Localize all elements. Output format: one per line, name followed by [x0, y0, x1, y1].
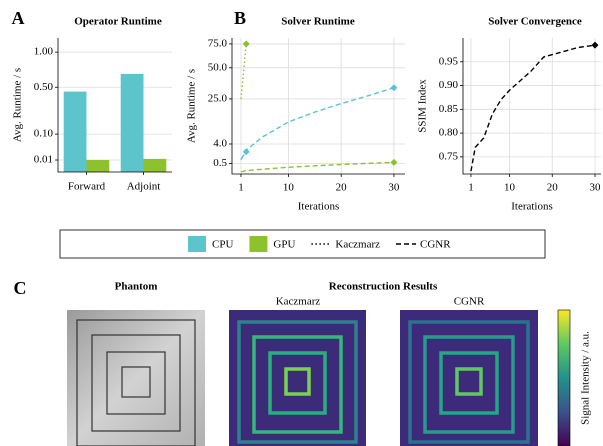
x-tick-label: 30: [590, 182, 602, 194]
x-tick-label: 10: [283, 182, 295, 194]
legend-label: CGNR: [420, 239, 451, 251]
x-tick-label: 20: [547, 182, 559, 194]
panel-letter: C: [14, 278, 27, 298]
y-tick-label: 0.80: [439, 127, 459, 139]
x-tick-label: 1: [238, 182, 244, 194]
y-tick-label: 0.5: [213, 157, 227, 169]
y-tick-label: 0.90: [439, 79, 459, 91]
y-tick-label: 1.00: [34, 46, 54, 58]
legend-box: [59, 229, 546, 259]
x-tick-label: 1: [468, 182, 474, 194]
series-line: [470, 44, 596, 172]
y-tick-label: 0.85: [439, 103, 459, 115]
cgnr-image: [400, 310, 538, 446]
series-line: [240, 43, 247, 99]
y-tick-label: 0.50: [34, 81, 54, 93]
cgnr-title: CGNR: [454, 296, 485, 308]
axis-frame: [231, 38, 405, 175]
y-axis-label: Avg. Runtime / s: [12, 68, 24, 142]
y-tick-label: 0.01: [34, 154, 53, 166]
y-tick-label: 75.0: [208, 37, 228, 49]
bar: [86, 160, 110, 172]
y-tick-label: 25.0: [208, 92, 228, 104]
phantom-title: Phantom: [115, 281, 158, 293]
axis-frame: [57, 38, 172, 173]
y-tick-label: 4.0: [213, 137, 227, 149]
y-tick-label: 0.95: [439, 55, 459, 67]
end-marker: [242, 40, 250, 48]
y-axis-label: SSIM Index: [417, 79, 429, 133]
x-tick-label: 10: [504, 182, 516, 194]
legend-label: Kaczmarz: [335, 239, 380, 251]
x-tick-label: Adjoint: [127, 181, 161, 193]
axis-frame: [462, 38, 601, 175]
panel-letter: B: [234, 8, 246, 28]
panel-letter: A: [12, 8, 25, 28]
colorbar: [557, 309, 571, 446]
series-line: [240, 161, 394, 173]
series-line: [240, 87, 395, 161]
x-axis-label: Iterations: [511, 201, 553, 213]
chart-title: Operator Runtime: [74, 16, 162, 28]
end-marker: [591, 41, 599, 49]
kaczmarz-title: Kaczmarz: [276, 296, 321, 308]
phantom-image: [67, 310, 205, 446]
bar: [143, 158, 167, 172]
bar: [120, 73, 144, 172]
end-marker: [390, 84, 398, 92]
x-tick-label: 20: [336, 182, 348, 194]
chart-title: Solver Convergence: [488, 16, 582, 28]
y-tick-label: 50.0: [208, 61, 228, 73]
kaczmarz-image: [229, 310, 366, 446]
legend-swatch: [188, 236, 206, 252]
legend-swatch: [249, 236, 268, 252]
legend-label: CPU: [212, 239, 233, 251]
chart-title: Solver Runtime: [281, 16, 355, 28]
end-marker: [390, 158, 398, 166]
bar: [63, 91, 87, 172]
colorbar-label: Signal Intensity / a.u.: [580, 331, 592, 425]
y-tick-label: 0.75: [439, 150, 459, 162]
end-marker: [242, 148, 250, 156]
legend-label: GPU: [273, 239, 295, 251]
y-axis-label: Avg. Runtime / s: [186, 69, 198, 143]
x-axis-label: Iterations: [298, 201, 340, 213]
y-tick-label: 0.10: [34, 128, 54, 140]
x-tick-label: Forward: [68, 181, 106, 193]
x-tick-label: 30: [388, 182, 400, 194]
reconstruction-title: Reconstruction Results: [329, 281, 438, 293]
